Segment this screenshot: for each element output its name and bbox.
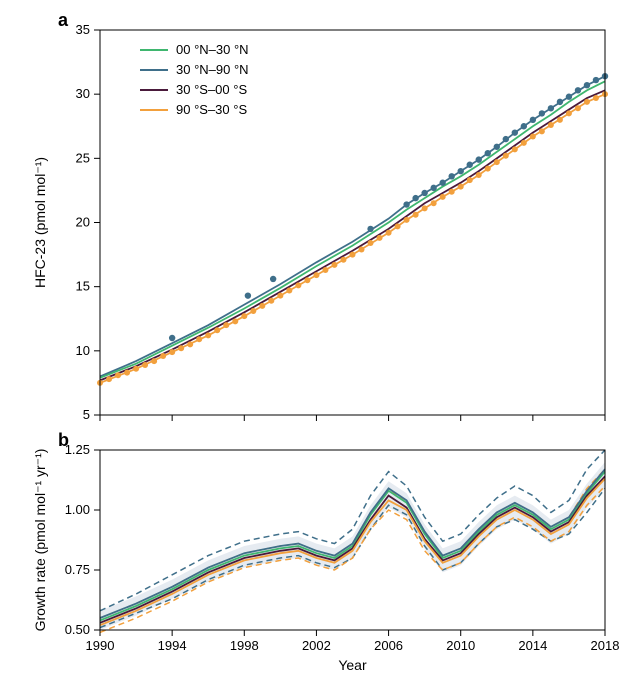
x-tick-label: 1998 (230, 638, 259, 653)
panel-b-chart: 1990 1994 1998 2002 2006 2010 2014 2018 0.50 0.75… (0, 0, 642, 687)
x-tick-label: 2018 (591, 638, 620, 653)
x-axis-title: Year (338, 657, 367, 673)
x-tick-label: 1994 (158, 638, 187, 653)
y-tick-label: 1.00 (65, 502, 90, 517)
y-tick-label: 0.50 (65, 622, 90, 637)
x-tick-label: 2010 (446, 638, 475, 653)
x-tick-label: 2002 (302, 638, 331, 653)
figure-container: a 5101520253035HFC-23 (pmol mol⁻¹)00 °N–… (0, 0, 642, 687)
x-tick-label: 2006 (374, 638, 403, 653)
x-tick-label: 1990 (86, 638, 115, 653)
y-axis-title: Growth rate (pmol mol⁻¹ yr⁻¹) (32, 449, 48, 632)
y-tick-label: 1.25 (65, 442, 90, 457)
y-tick-label: 0.75 (65, 562, 90, 577)
x-tick-label: 2014 (518, 638, 547, 653)
